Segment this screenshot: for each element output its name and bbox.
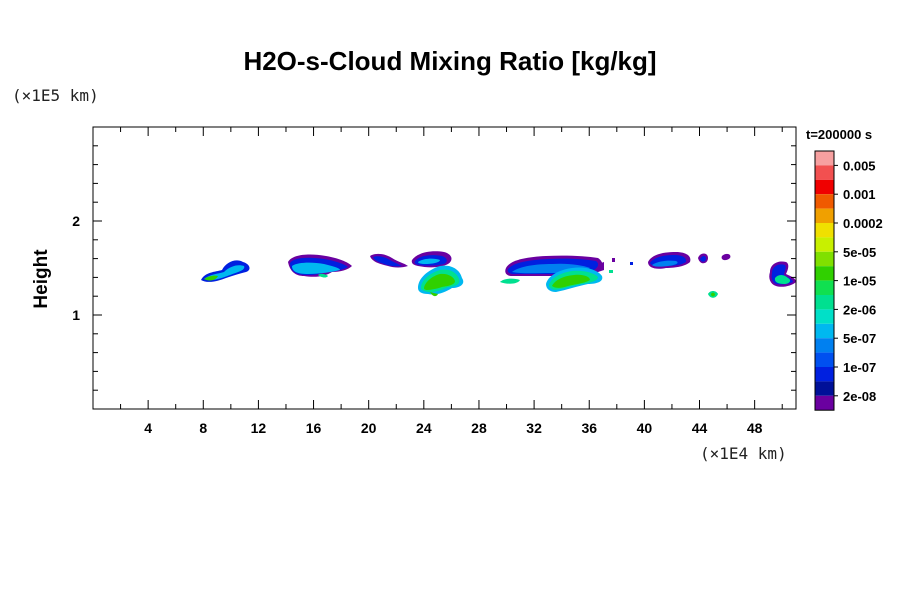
colorbar-swatch	[815, 352, 834, 367]
colorbar-label: 1e-07	[843, 360, 876, 375]
colorbar-label: 5e-05	[843, 245, 876, 260]
cloud-contour	[552, 274, 590, 288]
cloud-contour	[652, 260, 678, 267]
colorbar-swatch	[815, 208, 834, 223]
cloud-contour	[318, 273, 328, 278]
y-axis: 12	[72, 145, 796, 391]
time-label: t=200000 s	[806, 127, 873, 142]
x-unit-label: (×1E4 km)	[700, 444, 787, 463]
colorbar-label: 2e-08	[843, 389, 876, 404]
y-unit-label: (×1E5 km)	[12, 86, 99, 105]
cloud-contour	[630, 262, 633, 265]
y-tick-label: 2	[72, 213, 80, 229]
x-tick-label: 20	[361, 420, 377, 436]
colorbar-swatch	[815, 237, 834, 252]
colorbar-swatch	[815, 323, 834, 339]
x-tick-label: 44	[692, 420, 708, 436]
cloud-contour	[204, 275, 218, 281]
colorbar-swatch	[815, 395, 834, 411]
x-tick-label: 16	[306, 420, 322, 436]
cloud-contour	[598, 262, 604, 272]
x-tick-label: 28	[471, 420, 487, 436]
cloud-contour	[609, 270, 613, 273]
y-tick-label: 1	[72, 307, 80, 323]
cloud-contour	[711, 292, 715, 297]
colorbar-swatch	[815, 295, 834, 310]
cloud-contour	[430, 292, 438, 297]
colorbar-label: 1e-05	[843, 274, 876, 289]
colorbar-label: 5e-07	[843, 331, 876, 346]
cloud-contour	[292, 262, 340, 274]
cloud-contour	[612, 258, 615, 262]
cloud-contour	[418, 258, 440, 264]
colorbar-label: 0.005	[843, 158, 876, 173]
cloud-contour	[373, 256, 402, 267]
cloud-contour	[700, 256, 706, 262]
colorbar-swatch	[815, 194, 834, 209]
x-tick-label: 36	[581, 420, 597, 436]
colorbar-label: 0.0002	[843, 216, 883, 231]
colorbar-label: 0.001	[843, 187, 876, 202]
x-tick-label: 24	[416, 420, 432, 436]
colorbar-swatch	[815, 280, 834, 295]
x-tick-label: 32	[526, 420, 542, 436]
cloud-field	[201, 251, 796, 298]
colorbar-swatch	[815, 338, 834, 353]
cloud-contour	[500, 278, 520, 284]
x-tick-label: 8	[199, 420, 207, 436]
colorbar-swatch	[815, 266, 834, 281]
cloud-contour	[721, 253, 731, 261]
x-tick-label: 4	[144, 420, 152, 436]
colorbar-label: 2e-06	[843, 302, 876, 317]
cloud-contour	[774, 275, 791, 284]
colorbar-swatch	[815, 309, 834, 324]
colorbar: 0.005 0.001 0.0002 5e-05 1e-05 2e-06 5e-07 1e-0…	[814, 150, 883, 411]
colorbar-swatch	[815, 151, 834, 166]
colorbar-swatch	[815, 165, 834, 180]
cloud-contour	[424, 273, 455, 290]
colorbar-swatch	[815, 251, 834, 267]
colorbar-swatch	[815, 223, 834, 238]
colorbar-swatch	[815, 179, 834, 195]
plot-frame	[92, 126, 797, 410]
x-tick-label: 12	[251, 420, 267, 436]
chart-title: H2O-s-Cloud Mixing Ratio [kg/kg]	[243, 46, 657, 76]
x-tick-label: 40	[637, 420, 653, 436]
colorbar-swatch	[815, 381, 834, 396]
x-axis: 4 8 12 16 20 24 28 32 36 40 44 48	[120, 127, 783, 436]
x-tick-label: 48	[747, 420, 763, 436]
colorbar-swatch	[815, 367, 834, 382]
